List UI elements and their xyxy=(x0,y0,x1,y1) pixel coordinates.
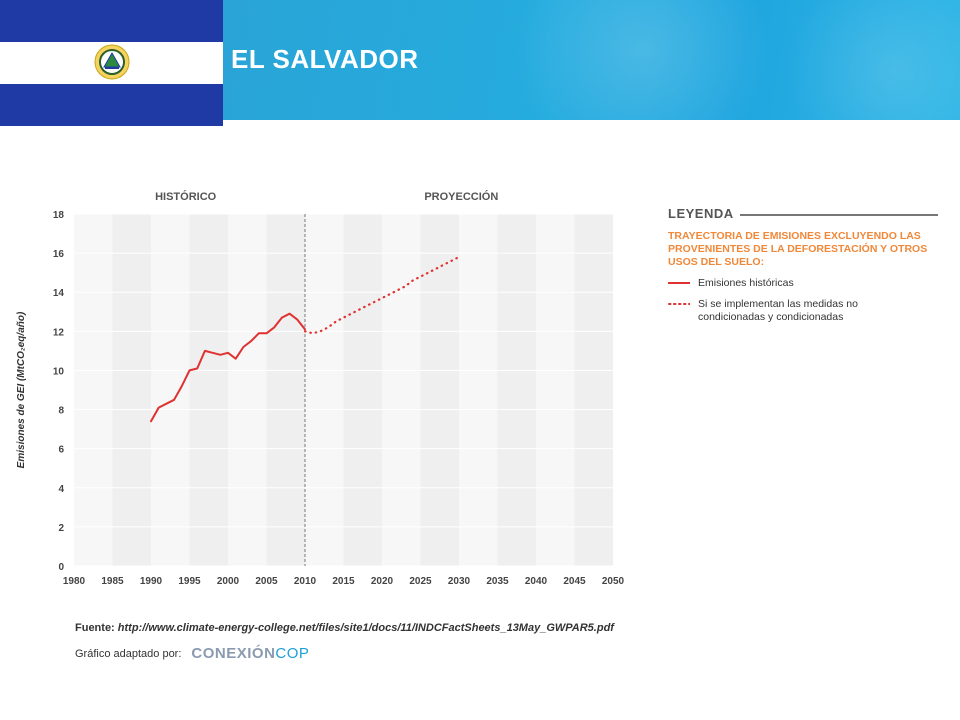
x-tick-label: 2050 xyxy=(602,576,625,587)
legend-item-historic: Emisiones históricas xyxy=(668,277,938,290)
x-tick-label: 1995 xyxy=(178,576,201,587)
source-note: Fuente: http://www.climate-energy-colleg… xyxy=(75,622,614,634)
legend-subtitle: TRAYECTORIA DE EMISIONES EXCLUYENDO LAS … xyxy=(668,230,928,268)
grid-band xyxy=(305,214,344,566)
x-tick-label: 2010 xyxy=(294,576,317,587)
credit-label: Gráfico adaptado por: xyxy=(75,647,182,660)
legend-item-label: Si se implementan las medidas no condici… xyxy=(698,298,858,323)
grid-band xyxy=(189,214,228,566)
x-tick-label: 2045 xyxy=(563,576,586,587)
x-tick-label: 2015 xyxy=(332,576,355,587)
y-tick-label: 12 xyxy=(53,327,65,338)
el-salvador-flag xyxy=(0,0,223,126)
y-tick-label: 8 xyxy=(58,406,64,417)
solid-line-swatch-icon xyxy=(668,282,690,284)
x-tick-label: 2005 xyxy=(255,576,278,587)
y-tick-label: 16 xyxy=(53,249,65,260)
x-tick-label: 2040 xyxy=(525,576,548,587)
page-title: EL SALVADOR xyxy=(231,44,419,74)
section-label-historic: HISTÓRICO xyxy=(155,190,217,203)
y-tick-label: 10 xyxy=(53,366,65,377)
y-tick-label: 14 xyxy=(53,288,65,299)
grid-band xyxy=(343,214,382,566)
emissions-chart: 0 2 4 6 8 10 12 14 16 18 1980 1985 1990 1995 2000 2005 2… xyxy=(0,180,640,590)
y-tick-label: 2 xyxy=(58,523,64,534)
flag-bottom-band xyxy=(0,84,223,126)
dotted-line-swatch-icon xyxy=(668,303,690,305)
legend-rule xyxy=(739,214,938,216)
chart-canvas: 0 2 4 6 8 10 12 14 16 18 1980 1985 1990 1995 2000 2005 2… xyxy=(16,190,625,587)
grid-band xyxy=(266,214,305,566)
y-tick-label: 4 xyxy=(58,484,64,495)
legend-item-projection: Si se implementan las medidas no condici… xyxy=(668,298,938,324)
grid-band xyxy=(74,214,113,566)
x-tick-label: 2025 xyxy=(409,576,432,587)
coat-of-arms-icon xyxy=(94,44,130,80)
x-tick-label: 2000 xyxy=(217,576,240,587)
grid-band xyxy=(536,214,575,566)
source-url: http://www.climate-energy-college.net/fi… xyxy=(117,622,614,634)
legend-item-label: Emisiones históricas xyxy=(698,277,794,289)
grid-band xyxy=(459,214,498,566)
y-axis-title: Emisiones de GEI (MtCO₂eq/año) xyxy=(16,311,27,468)
grid-band xyxy=(151,214,190,566)
grid-band xyxy=(420,214,459,566)
projection-emissions-line xyxy=(303,255,461,335)
x-tick-label: 1990 xyxy=(140,576,163,587)
x-tick-label: 1980 xyxy=(63,576,86,587)
grid-band xyxy=(574,214,613,566)
x-tick-label: 2035 xyxy=(486,576,509,587)
x-tick-label: 2030 xyxy=(448,576,471,587)
grid-band xyxy=(382,214,421,566)
y-tick-label: 6 xyxy=(58,445,64,456)
chart-legend: LEYENDA TRAYECTORIA DE EMISIONES EXCLUYE… xyxy=(668,206,938,324)
x-tick-label: 2020 xyxy=(371,576,394,587)
brand-logo: CONEXIÓNCOP xyxy=(191,645,310,662)
header-banner xyxy=(223,0,960,120)
section-label-projection: PROYECCIÓN xyxy=(424,190,498,203)
grid-band xyxy=(497,214,536,566)
source-label: Fuente: xyxy=(75,622,115,634)
legend-title: LEYENDA xyxy=(668,206,734,221)
historic-emissions-line xyxy=(150,312,306,423)
grid-band xyxy=(112,214,151,566)
y-tick-label: 18 xyxy=(53,210,65,221)
flag-top-band xyxy=(0,0,223,42)
x-tick-label: 1985 xyxy=(101,576,124,587)
y-tick-label: 0 xyxy=(58,562,64,573)
credit-note: Gráfico adaptado por: CONEXIÓNCOP xyxy=(75,645,309,662)
grid-band xyxy=(228,214,267,566)
